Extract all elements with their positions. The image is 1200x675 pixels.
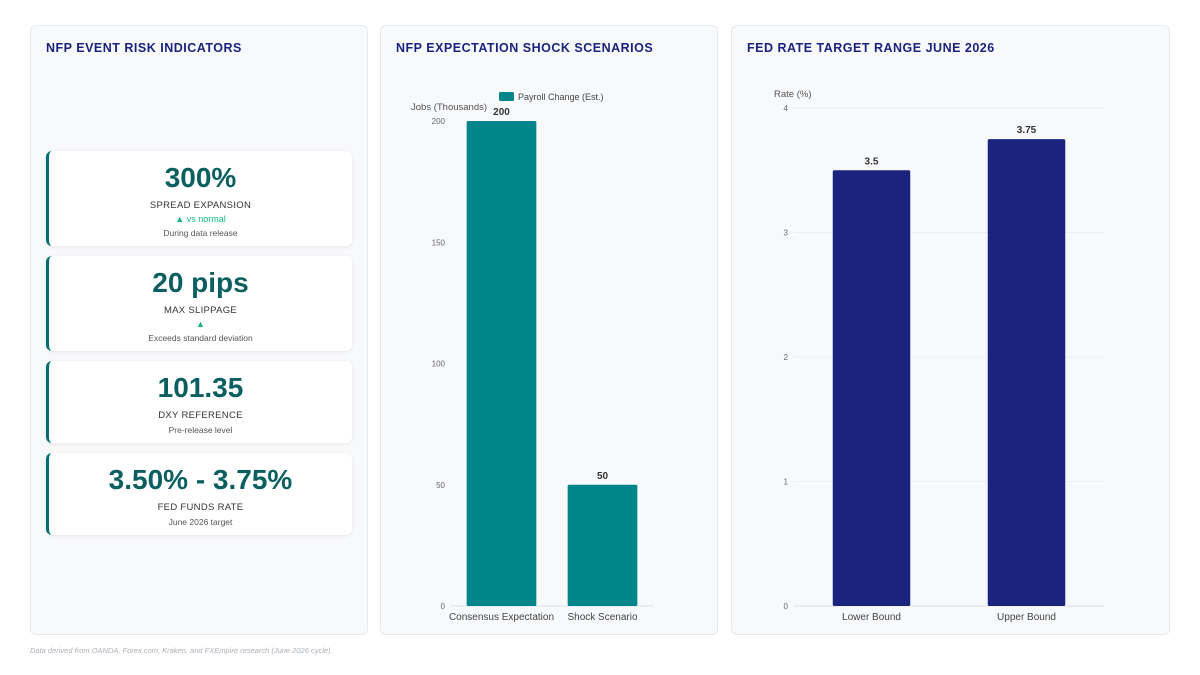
kpi-label: DXY REFERENCE bbox=[158, 410, 243, 421]
fed-bar bbox=[987, 139, 1066, 606]
kpi-value: 20 pips bbox=[152, 267, 249, 298]
nfp-chart-title: NFP EXPECTATION SHOCK SCENARIOS bbox=[396, 41, 654, 55]
fed-data-label: 3.5 bbox=[865, 156, 879, 167]
nfp-legend-swatch bbox=[499, 92, 514, 101]
nfp-bar bbox=[567, 484, 638, 606]
kpi-note: June 2026 target bbox=[168, 517, 233, 527]
nfp-y-tick-label: 200 bbox=[432, 117, 446, 126]
fed-x-tick-label: Upper Bound bbox=[997, 612, 1056, 623]
nfp-x-tick-label: Consensus Expectation bbox=[449, 612, 554, 623]
fed-chart-title: FED RATE TARGET RANGE JUNE 2026 bbox=[747, 41, 995, 55]
nfp-y-tick-label: 50 bbox=[436, 481, 445, 490]
nfp-y-tick-label: 100 bbox=[432, 360, 446, 369]
kpi-card-spread: 300% SPREAD EXPANSION ▲ vs normal During… bbox=[46, 151, 352, 246]
nfp-legend-label: Payroll Change (Est.) bbox=[518, 92, 604, 102]
kpi-note: Exceeds standard deviation bbox=[148, 333, 253, 343]
fed-y-tick-label: 1 bbox=[784, 478, 789, 487]
nfp-bar-chart: Jobs (Thousands) 0 50 100 150 200 200 Consensus… bbox=[411, 92, 653, 623]
kpi-panel-title: NFP EVENT RISK INDICATORS bbox=[46, 41, 242, 55]
fed-y-tick-label: 3 bbox=[784, 229, 789, 238]
fed-bar bbox=[832, 170, 911, 606]
kpi-panel: NFP EVENT RISK INDICATORS 300% SPREAD EX… bbox=[30, 25, 368, 635]
nfp-x-tick-label: Shock Scenario bbox=[567, 612, 637, 623]
fed-y-tick-label: 0 bbox=[784, 602, 789, 611]
kpi-value: 101.35 bbox=[157, 372, 244, 403]
fed-y-tick-label: 2 bbox=[784, 353, 789, 362]
kpi-trend: ▲ vs normal bbox=[175, 214, 226, 224]
kpi-note: Pre-release level bbox=[168, 425, 233, 435]
nfp-data-label: 50 bbox=[597, 471, 609, 482]
fed-chart-panel: FED RATE TARGET RANGE JUNE 2026 Rate (%)… bbox=[731, 25, 1170, 635]
kpi-value: 3.50% - 3.75% bbox=[108, 464, 293, 495]
kpi-card-dxy: 101.35 DXY REFERENCE Pre-release level bbox=[46, 361, 352, 443]
kpi-card-slippage: 20 pips MAX SLIPPAGE ▲ Exceeds standard … bbox=[46, 256, 352, 351]
fed-y-tick-label: 4 bbox=[784, 104, 789, 113]
nfp-data-label: 200 bbox=[493, 107, 510, 118]
kpi-card-fed-funds: 3.50% - 3.75% FED FUNDS RATE June 2026 t… bbox=[46, 453, 352, 535]
kpi-label: SPREAD EXPANSION bbox=[149, 200, 252, 211]
fed-x-tick-label: Lower Bound bbox=[842, 612, 901, 623]
nfp-chart-panel: NFP EXPECTATION SHOCK SCENARIOS Jobs (Th… bbox=[380, 25, 718, 635]
fed-data-label: 3.75 bbox=[1017, 125, 1037, 136]
fed-bar-chart: Rate (%) 0 1 2 3 4 3.5 Lower Bound 3.75 Upper Bou… bbox=[774, 89, 1104, 623]
kpi-label: MAX SLIPPAGE bbox=[163, 305, 238, 316]
kpi-note: During data release bbox=[163, 228, 238, 238]
kpi-label: FED FUNDS RATE bbox=[157, 502, 244, 513]
nfp-y-tick-label: 0 bbox=[441, 602, 446, 611]
nfp-y-tick-label: 150 bbox=[432, 238, 446, 247]
nfp-bar bbox=[466, 121, 537, 606]
footer-source-note: Data derived from OANDA, Forex.com, Krak… bbox=[30, 646, 333, 655]
fed-y-axis-label: Rate (%) bbox=[774, 89, 811, 100]
kpi-trend: ▲ bbox=[196, 319, 205, 329]
nfp-y-axis-label: Jobs (Thousands) bbox=[411, 102, 487, 113]
kpi-value: 300% bbox=[164, 162, 237, 193]
